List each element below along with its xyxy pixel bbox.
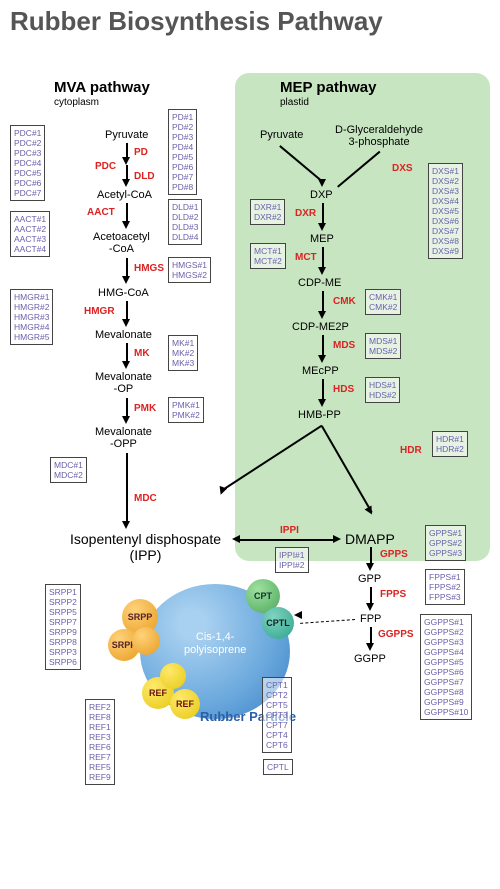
enz-fpps: FPPS [380,589,406,600]
mva-header: MVA pathway [54,79,150,96]
genebox-ref: REF2REF8REF1REF3REF6REF7REF5REF9 [85,699,115,785]
genebox-hmgs: HMGS#1HMGS#2 [168,257,211,283]
mva-pyruvate: Pyruvate [105,129,148,141]
mep-sublocation: plastid [280,97,309,108]
genebox-aact: AACT#1AACT#2AACT#3AACT#4 [10,211,50,257]
genebox-gpps: GPPS#1GPPS#2GPPS#3 [425,525,466,561]
mva-enz-dld: DLD [134,171,155,182]
mva-enz-hmgs: HMGS [134,263,164,274]
mep-cdpme2p: CDP-ME2P [292,321,349,333]
bubble-ref [160,663,186,689]
mva-enz-mk: MK [134,348,150,359]
mep-enz-mct: MCT [295,252,317,263]
gpp-label: GPP [358,573,381,585]
enz-gpps: GPPS [380,549,408,560]
mep-mecpp: MEcPP [302,365,339,377]
genebox-fpps: FPPS#1FPPS#2FPPS#3 [425,569,465,605]
mep-enz-cmk: CMK [333,296,356,307]
dmapp-label: DMAPP [345,531,395,547]
genebox-dxs: DXS#1DXS#2DXS#3DXS#4DXS#5DXS#6DXS#7DXS#8… [428,163,463,259]
mep-cdpme: CDP-ME [298,277,341,289]
genebox-mct: MCT#1MCT#2 [250,243,286,269]
mva-sublocation: cytoplasm [54,97,99,108]
mva-enz-mdc: MDC [134,493,157,504]
genebox-mk: MK#1MK#2MK#3 [168,335,198,371]
mep-enz-hds: HDS [333,384,354,395]
genebox-srpp: SRPP1SRPP2SRPP5SRPP7SRPP9SRPP8SRPP3SRPP6 [45,584,81,670]
bubble-ref: REF [170,689,200,719]
genebox-pdc: PDC#1PDC#2PDC#3PDC#4PDC#5PDC#6PDC#7 [10,125,45,201]
mva-mevalonate: Mevalonate [95,329,152,341]
page-title: Rubber Biosynthesis Pathway [0,0,500,39]
mep-hmbpp: HMB-PP [298,409,341,421]
mva-enz-hmgr: HMGR [84,306,115,317]
genebox-dxr: DXR#1DXR#2 [250,199,285,225]
enz-ippi: IPPI [280,525,299,536]
genebox-cmk: CMK#1CMK#2 [365,289,401,315]
mep-enz-dxr: DXR [295,208,316,219]
mva-mevalonateopp: Mevalonate-OPP [95,426,152,450]
fpp-label: FPP [360,613,381,625]
ggpp-label: GGPP [354,653,386,665]
mva-acetylcoa: Acetyl-CoA [97,189,152,201]
genebox-ggpps: GGPPS#1GGPPS#2GGPPS#3GGPPS#4GGPPS#5GGPPS… [420,614,472,720]
mep-mep: MEP [310,233,334,245]
genebox-pmk: PMK#1PMK#2 [168,397,204,423]
genebox-mdc: MDC#1MDC#2 [50,457,87,483]
genebox-hmgr: HMGR#1HMGR#2HMGR#3HMGR#4HMGR#5 [10,289,53,345]
enz-ggpps: GGPPS [378,629,414,640]
mep-header: MEP pathway [280,79,376,96]
mva-hmgcoa: HMG-CoA [98,287,149,299]
genebox-hdr: HDR#1HDR#2 [432,431,468,457]
mva-enz-pmk: PMK [134,403,156,414]
particle-center-text: Cis-1,4-polyisoprene [184,631,246,657]
mep-enz-dxs: DXS [392,163,413,174]
mva-enz-pdc: PDC [95,161,116,172]
bubble-cptl: CPTL [262,607,294,639]
mep-enz-mds: MDS [333,340,355,351]
genebox-mds: MDS#1MDS#2 [365,333,401,359]
bubble-srpp [132,627,160,655]
diagram-canvas: MVA pathway cytoplasm MEP pathway plasti… [0,39,500,889]
genebox-dld: DLD#1DLD#2DLD#3DLD#4 [168,199,202,245]
mep-dglyc: D-Glyceraldehyde3-phosphate [335,124,423,148]
mva-enz-pd: PD [134,147,148,158]
genebox-ippi: IPPI#1IPPI#2 [275,547,309,573]
mva-enz-aact: AACT [87,207,115,218]
mep-dxp: DXP [310,189,333,201]
genebox-hds: HDS#1HDS#2 [365,377,400,403]
ipp-label: Isopentenyl disphospate(IPP) [70,531,221,563]
mva-mevalonateop: Mevalonate-OP [95,371,152,395]
mep-enz-hdr: HDR [400,445,422,456]
genebox-pd: PD#1PD#2PD#3PD#4PD#5PD#6PD#7PD#8 [168,109,197,195]
mep-pyruvate: Pyruvate [260,129,303,141]
genebox-cpt: CPT1CPT2CPT5CPT3CPT7CPT4CPT6 [262,677,292,753]
mva-acetoacetylcoa: Acetoacetyl-CoA [93,231,150,255]
genebox-cptl: CPTL [263,759,293,775]
